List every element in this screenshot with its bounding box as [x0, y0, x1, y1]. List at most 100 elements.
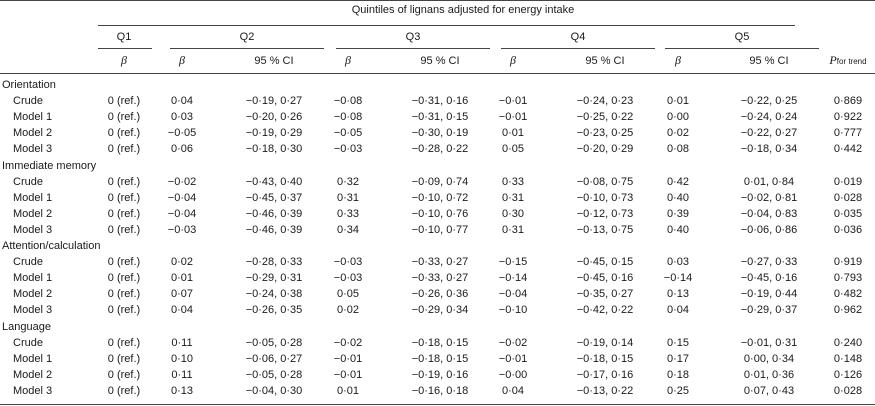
q1-rule	[98, 48, 152, 49]
q4-beta-cell: 0·01	[501, 127, 525, 140]
ptrend-header: Pfor trend	[829, 54, 866, 68]
q2-beta-cell: 0·10	[170, 352, 194, 365]
q1-cell: 0 (ref.)	[107, 143, 141, 156]
q3-beta-cell: 0·05	[336, 288, 360, 301]
row-label: Model 3	[13, 304, 53, 317]
q2-beta-cell: −0·03	[167, 223, 197, 236]
q3-beta-cell: −0·08	[333, 111, 363, 124]
q3-beta-cell: −0·01	[333, 352, 363, 365]
q2-ci-cell: −0·20, 0·26	[245, 111, 303, 124]
q2-ci-cell: −0·18, 0·30	[245, 143, 303, 156]
q4-ci-cell: −0·45, 0·15	[576, 256, 634, 269]
section-heading: Immediate memory	[2, 159, 97, 172]
q5-beta-cell: 0·25	[666, 384, 690, 397]
q1-cell: 0 (ref.)	[107, 304, 141, 317]
q2-ci-cell: −0·24, 0·38	[245, 288, 303, 301]
ptrend-cell: 0·019	[833, 175, 863, 188]
q2-ci-cell: −0·04, 0·30	[245, 384, 303, 397]
q5-beta-cell: 0·08	[666, 143, 690, 156]
row-label: Crude	[13, 175, 43, 188]
q3-beta-header: β	[345, 53, 351, 67]
q4-beta-cell: −0·01	[498, 352, 528, 365]
q5-ci-cell: 0·01, 0·84	[743, 175, 795, 188]
row-label: Model 2	[13, 288, 53, 301]
q3-beta-cell: 0·33	[336, 207, 360, 220]
ptrend-cell: 0·482	[833, 288, 863, 301]
q1-cell: 0 (ref.)	[107, 175, 141, 188]
q2-ci-cell: −0·46, 0·39	[245, 223, 303, 236]
q3-ci-cell: −0·33, 0·27	[411, 256, 469, 269]
q5-beta-cell: 0·39	[666, 207, 690, 220]
q5-ci-cell: −0·01, 0·31	[740, 336, 798, 349]
q3-ci-cell: −0·16, 0·18	[411, 384, 469, 397]
q5-ci-cell: −0·29, 0·37	[740, 304, 798, 317]
q2-ci-cell: −0·46, 0·39	[245, 207, 303, 220]
ptrend-cell: 0·126	[833, 368, 863, 381]
q1-cell: 0 (ref.)	[107, 191, 141, 204]
q5-beta-cell: 0·13	[666, 288, 690, 301]
q4-beta-cell: 0·05	[501, 143, 525, 156]
q4-beta-cell: −0·01	[498, 111, 528, 124]
q3-beta-cell: 0·32	[336, 175, 360, 188]
ptrend-cell: 0·922	[833, 111, 863, 124]
ptrend-symbol: P	[829, 53, 837, 67]
q2-rule	[170, 48, 324, 49]
q2-ci-cell: −0·05, 0·28	[245, 336, 303, 349]
row-label: Model 3	[13, 223, 53, 236]
row-label: Model 3	[13, 143, 53, 156]
q1-cell: 0 (ref.)	[107, 336, 141, 349]
q5-beta-cell: 0·15	[666, 336, 690, 349]
q5-header: Q5	[734, 31, 750, 43]
q3-ci-cell: −0·28, 0·22	[411, 143, 469, 156]
q4-ci-cell: −0·17, 0·16	[576, 368, 634, 381]
ptrend-cell: 0·028	[833, 191, 863, 204]
section-heading: Orientation	[2, 79, 56, 91]
q4-beta-cell: 0·30	[501, 207, 525, 220]
ptrend-cell: 0·148	[833, 352, 863, 365]
q3-header: Q3	[405, 31, 421, 43]
q4-ci-cell: −0·08, 0·75	[576, 175, 634, 188]
q2-header: Q2	[239, 31, 255, 43]
q1-cell: 0 (ref.)	[107, 256, 141, 269]
q5-ci-cell: −0·04, 0·83	[740, 207, 798, 220]
q2-beta-cell: −0·02	[167, 175, 197, 188]
row-label: Model 2	[13, 207, 53, 220]
q2-beta-cell: 0·11	[171, 368, 193, 381]
q3-beta-cell: 0·31	[336, 191, 360, 204]
q4-ci-cell: −0·24, 0·23	[576, 95, 634, 108]
q2-beta-cell: 0·01	[170, 272, 194, 285]
q2-beta-cell: 0·11	[171, 336, 193, 349]
ptrend-cell: 0·035	[833, 207, 863, 220]
q1-cell: 0 (ref.)	[107, 111, 141, 124]
row-label: Model 1	[13, 191, 53, 204]
q3-ci-cell: −0·09, 0·74	[411, 175, 469, 188]
q3-beta-cell: 0·01	[336, 384, 360, 397]
q3-beta-cell: −0·03	[333, 143, 363, 156]
q4-beta-cell: 0·31	[501, 223, 525, 236]
q5-ci-cell: −0·22, 0·27	[740, 127, 798, 140]
row-label: Crude	[13, 336, 43, 349]
q5-beta-cell: 0·00	[666, 111, 690, 124]
ptrend-cell: 0·240	[833, 336, 863, 349]
q2-beta-cell: 0·04	[170, 95, 194, 108]
ptrend-cell: 0·442	[833, 143, 863, 156]
row-label: Model 1	[13, 111, 53, 124]
q3-ci-cell: −0·31, 0·16	[411, 95, 469, 108]
q2-beta-header: β	[179, 53, 185, 67]
q3-beta-cell: −0·03	[333, 256, 363, 269]
q5-beta-cell: 0·40	[666, 191, 690, 204]
q2-ci-cell: −0·28, 0·33	[245, 256, 303, 269]
q2-ci-cell: −0·19, 0·29	[245, 127, 303, 140]
q1-cell: 0 (ref.)	[107, 368, 141, 381]
spanner-rule	[98, 25, 795, 26]
q1-cell: 0 (ref.)	[107, 272, 141, 285]
q2-beta-cell: 0·07	[170, 288, 194, 301]
row-label: Model 2	[13, 127, 53, 140]
row-label: Model 1	[13, 352, 53, 365]
q3-beta-cell: 0·02	[336, 304, 360, 317]
q3-ci-header: 95 % CI	[420, 55, 460, 67]
q4-beta-cell: −0·15	[498, 256, 528, 269]
q2-beta-cell: 0·02	[170, 256, 194, 269]
row-label: Model 2	[13, 368, 53, 381]
